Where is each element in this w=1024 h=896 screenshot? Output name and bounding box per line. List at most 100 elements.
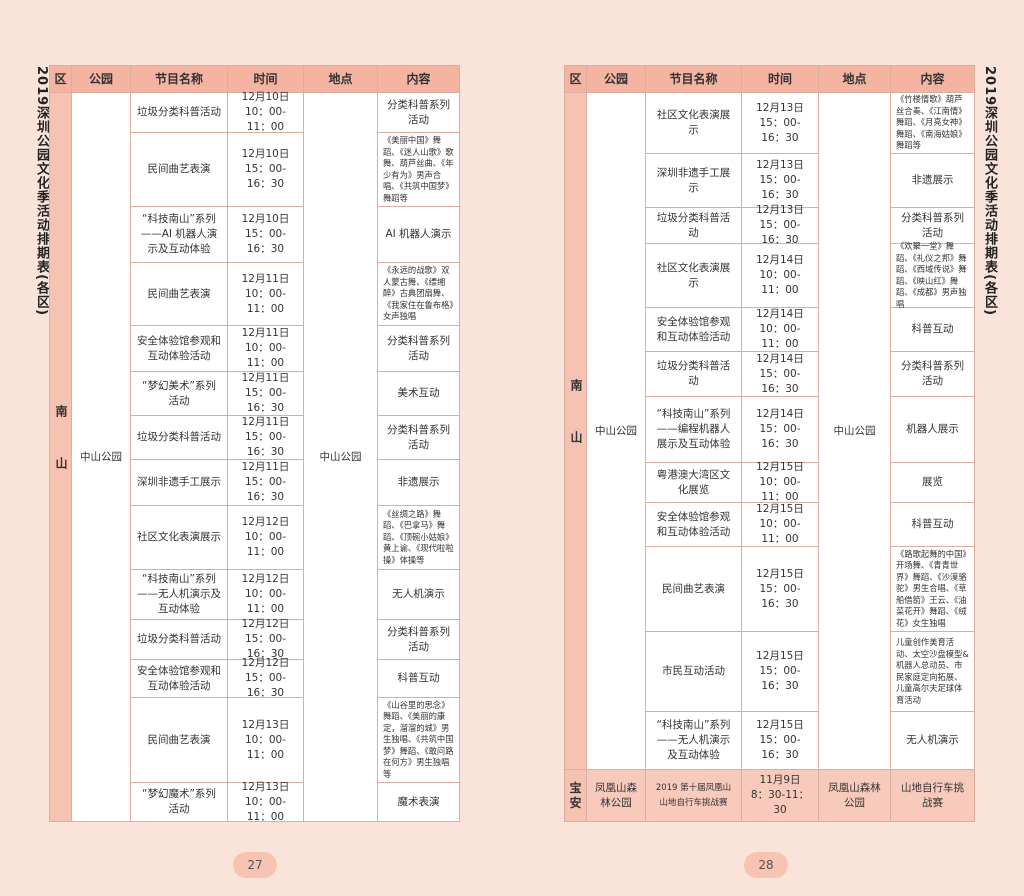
content-cell: 分类科普系列活动: [378, 326, 460, 372]
program-cell: “梦幻魔术”系列活动: [131, 783, 228, 822]
header-cell: 内容: [891, 66, 975, 93]
header-cell: 时间: [742, 66, 819, 93]
header-cell: 公园: [72, 66, 131, 93]
content-cell: 分类科普系列活动: [378, 620, 460, 660]
time-cell: 12月15日 10：00-11：00: [742, 503, 819, 547]
time-text: 15：00-16：30: [244, 672, 286, 699]
district-cell: 南山: [565, 93, 587, 770]
content-cell: 分类科普系列活动: [891, 352, 975, 397]
program-cell: 垃圾分类科普活动: [646, 352, 742, 397]
time-cell: 12月15日 15：00-16：30: [742, 712, 819, 770]
date-text: 12月11日: [241, 416, 290, 428]
time-text: 15：00-16：30: [244, 387, 286, 414]
district-cell: 南山: [50, 93, 72, 822]
time-text: 15：00-16：30: [244, 431, 286, 458]
date-text: 12月15日: [756, 719, 804, 731]
time-cell: 12月10日 15：00-16：30: [228, 133, 304, 207]
time-cell: 12月12日 10：00-11：00: [228, 506, 304, 570]
program-cell: 社区文化表演展示: [131, 506, 228, 570]
park-cell: 中山公园: [72, 93, 131, 822]
header-cell: 内容: [378, 66, 460, 93]
program-cell: 民间曲艺表演: [131, 133, 228, 207]
content-cell: 科普互动: [891, 308, 975, 352]
time-text: 15：00-16：30: [759, 219, 801, 246]
program-cell: 垃圾分类科普活动: [131, 416, 228, 460]
content-cell: 《山谷里的思念》舞蹈、《美丽的康定，溜溜的城》男生独唱、《共筑中国梦》舞蹈、《敢…: [378, 698, 460, 783]
content-cell: 分类科普系列活动: [378, 93, 460, 133]
time-cell: 12月14日 10：00-11：00: [742, 308, 819, 352]
content-cell: 分类科普系列活动: [378, 416, 460, 460]
program-cell: 安全体验馆参观和互动体验活动: [131, 660, 228, 698]
date-text: 12月11日: [241, 327, 290, 339]
content-cell: 非遗展示: [378, 460, 460, 506]
time-cell: 12月11日 15：00-16：30: [228, 460, 304, 506]
date-text: 12月11日: [241, 372, 290, 384]
date-text: 12月13日: [241, 718, 290, 731]
time-text: 10：00-11：00: [759, 518, 801, 545]
date-text: 12月14日: [756, 308, 804, 320]
time-text: 15：00-16：30: [759, 423, 801, 450]
time-cell: 12月15日 15：00-16：30: [742, 632, 819, 712]
program-cell: 粤港澳大湾区文化展览: [646, 463, 742, 503]
time-cell: 12月14日 10：00-11：00: [742, 244, 819, 308]
program-cell: “科技南山”系列——无人机演示及互动体验: [131, 570, 228, 620]
header-cell: 时间: [228, 66, 304, 93]
date-text: 12月15日: [756, 567, 804, 580]
time-cell: 12月15日 10：00-11：00: [742, 461, 819, 503]
time-cell: 12月14日 15：00-16：30: [742, 352, 819, 397]
time-cell: 11月9日 8：30-11：30: [742, 770, 819, 822]
time-cell: 12月13日 15：00-16：30: [742, 204, 819, 246]
time-cell: 12月15日 15：00-16：30: [742, 547, 819, 632]
date-text: 12月10日: [241, 213, 290, 225]
time-text: 8：30-11：30: [750, 789, 810, 816]
time-text: 15：00-16：30: [244, 476, 286, 503]
district-cell: 宝安: [565, 770, 587, 822]
date-text: 12月15日: [756, 503, 804, 515]
program-cell: 安全体验馆参观和互动体验活动: [646, 503, 742, 547]
time-text: 10：00-11：00: [244, 287, 286, 315]
time-cell: 12月12日 15：00-16：30: [228, 657, 304, 699]
date-text: 12月10日: [241, 148, 290, 160]
program-cell: “科技南山”系列——AI 机器人演示及互动体验: [131, 207, 228, 263]
program-cell: 垃圾分类科普活动: [646, 208, 742, 244]
time-text: 10：00-11：00: [244, 531, 286, 558]
location-cell: 中山公园: [304, 93, 378, 822]
content-cell: 无人机演示: [378, 570, 460, 620]
content-cell: 儿童创作美育活动、太空沙盘模型&机器人总动员、市民家庭定向拓展、儿童高尔夫足球体…: [891, 632, 975, 712]
date-text: 12月11日: [241, 461, 290, 473]
content-cell: AI 机器人演示: [378, 207, 460, 263]
content-cell: 科普互动: [891, 503, 975, 547]
park-cell: 凤凰山森林公园: [587, 770, 646, 822]
program-cell: “梦幻美术”系列活动: [131, 372, 228, 416]
date-text: 12月13日: [756, 204, 804, 216]
date-text: 12月14日: [756, 408, 804, 420]
time-cell: 12月11日 10：00-11：00: [228, 326, 304, 372]
header-cell: 区: [50, 66, 72, 93]
program-cell: 民间曲艺表演: [131, 263, 228, 326]
time-text: 15：00-16：30: [244, 633, 286, 660]
location-cell: 凤凰山森林公园: [819, 770, 891, 822]
time-text: 10：00-11：00: [759, 476, 801, 503]
date-text: 12月12日: [241, 618, 290, 630]
content-cell: 《竹楼情歌》葫芦丝合奏、《江南情》舞蹈、《月亮女神》舞蹈、《南海姑娘》舞蹈等: [891, 93, 975, 154]
time-cell: 12月13日 15：00-16：30: [742, 93, 819, 154]
date-text: 12月13日: [756, 101, 804, 114]
date-text: 12月14日: [756, 254, 804, 266]
time-cell: 12月13日 10：00-11：00: [228, 781, 304, 823]
date-text: 12月12日: [241, 573, 290, 585]
time-cell: 12月14日 15：00-16：30: [742, 397, 819, 463]
header-cell: 地点: [819, 66, 891, 93]
program-cell: 社区文化表演展示: [646, 244, 742, 308]
program-cell: 深圳非遗手工展示: [646, 154, 742, 208]
time-cell: 12月11日 15：00-16：30: [228, 416, 304, 460]
program-cell: 垃圾分类科普活动: [131, 620, 228, 660]
program-cell: 2019 第十届凤凰山山地自行车挑战赛: [646, 770, 742, 822]
time-text: 15：00-16：30: [759, 665, 801, 692]
header-cell: 节目名称: [131, 66, 228, 93]
date-text: 12月10日: [241, 91, 290, 103]
page-number: 27: [233, 852, 277, 878]
content-cell: 非遗展示: [891, 154, 975, 208]
time-cell: 12月13日 15：00-16：30: [742, 154, 819, 208]
